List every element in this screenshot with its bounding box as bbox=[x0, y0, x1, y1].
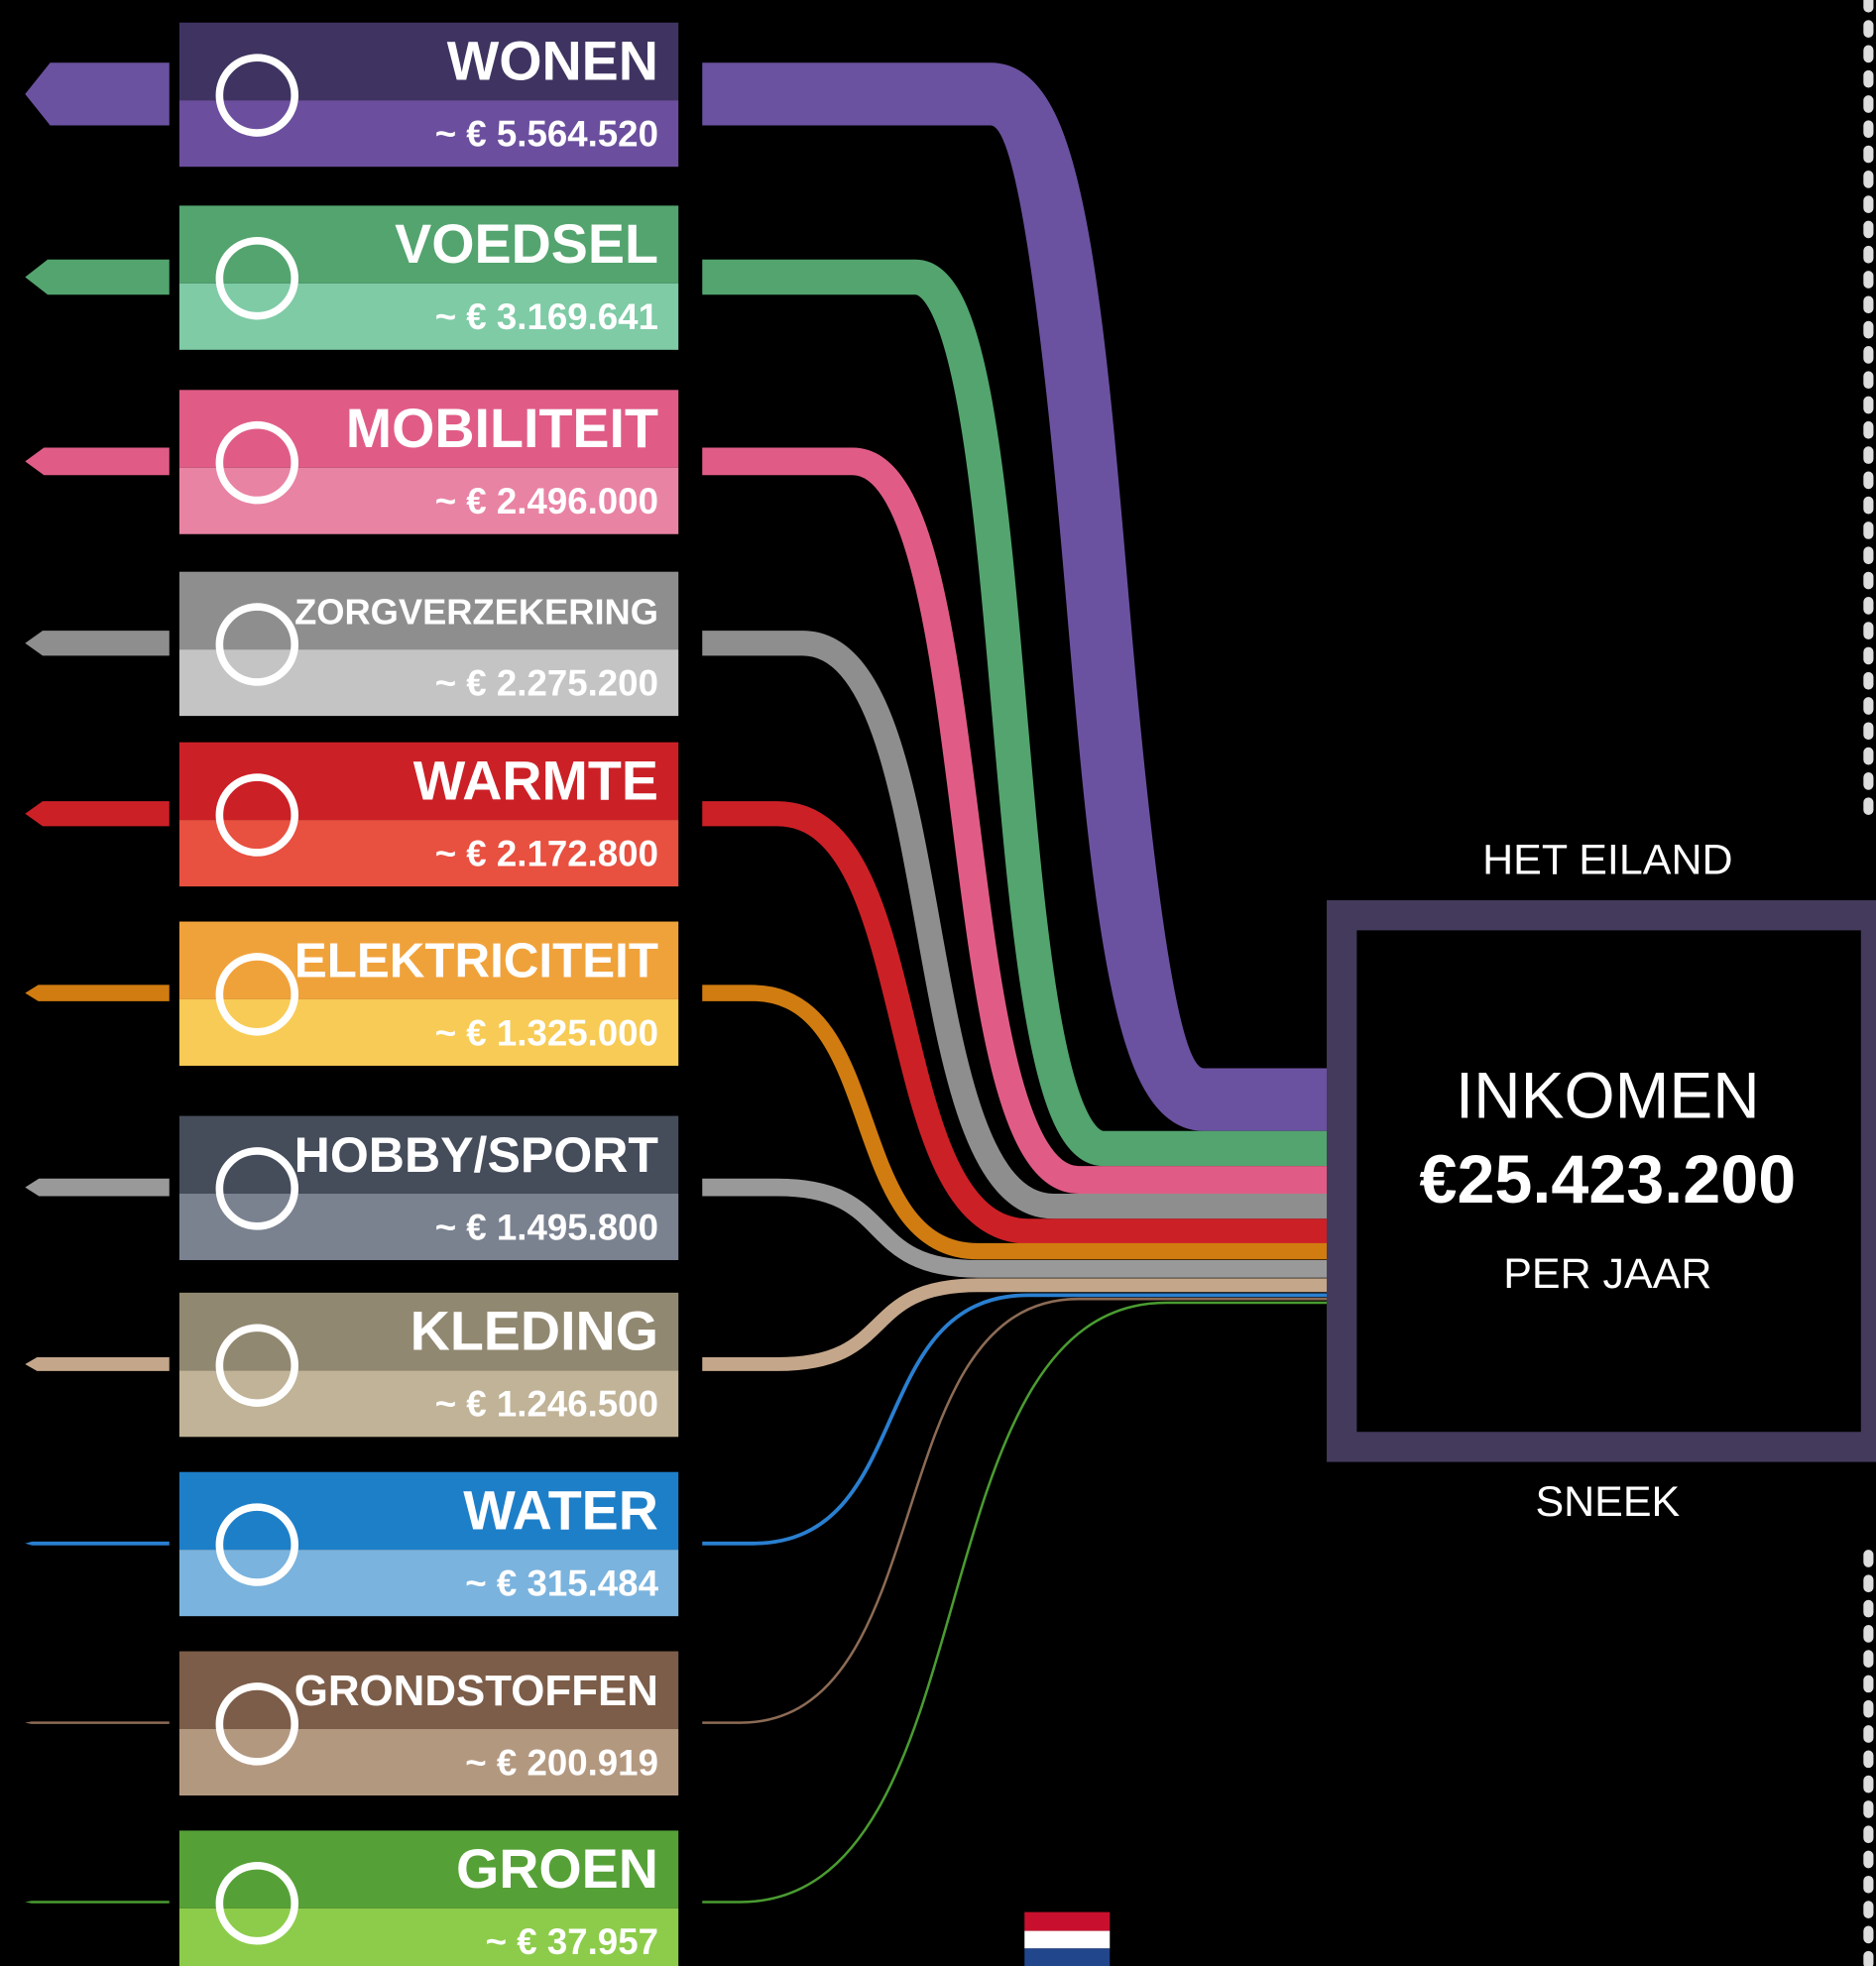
category-icon bbox=[215, 773, 299, 857]
category-amount: ~ € 5.564.520 bbox=[435, 114, 658, 155]
flows bbox=[702, 62, 1333, 1904]
flow bbox=[702, 1293, 1333, 1546]
outflow-arrow bbox=[25, 1357, 170, 1371]
category-label: WATER bbox=[463, 1479, 658, 1541]
flow bbox=[702, 1297, 1333, 1724]
flag bbox=[1024, 1911, 1111, 1966]
flow bbox=[702, 801, 1333, 1244]
flow bbox=[702, 1178, 1333, 1278]
category-icon bbox=[215, 953, 299, 1036]
category-icon bbox=[215, 603, 299, 686]
category-label: WARMTE bbox=[413, 750, 658, 811]
category-icon bbox=[215, 237, 299, 320]
category-label: GROEN bbox=[456, 1838, 658, 1900]
flow bbox=[702, 1301, 1333, 1904]
category-label: VOEDSEL bbox=[395, 213, 658, 275]
center-period: PER JAAR bbox=[1503, 1250, 1711, 1298]
category-label: ELEKTRICITEIT bbox=[294, 934, 658, 988]
category-amount: ~ € 3.169.641 bbox=[435, 296, 658, 337]
outflow-arrow bbox=[25, 631, 170, 656]
outflow-arrow bbox=[25, 1721, 170, 1724]
flow bbox=[702, 259, 1333, 1167]
flow bbox=[702, 631, 1333, 1219]
outflow-arrow bbox=[25, 1901, 170, 1904]
category-amount: ~ € 200.919 bbox=[465, 1742, 658, 1783]
outflow-arrow bbox=[25, 62, 170, 126]
flow bbox=[702, 62, 1333, 1131]
category-label: HOBBY/SPORT bbox=[294, 1127, 659, 1183]
outflow-arrow bbox=[25, 1541, 170, 1546]
outflow-arrow bbox=[25, 801, 170, 827]
flag-white bbox=[1024, 1930, 1111, 1949]
category-icon bbox=[215, 1147, 299, 1230]
category-label: KLEDING bbox=[410, 1301, 658, 1362]
category-amount: ~ € 2.496.000 bbox=[435, 481, 658, 521]
outflow-arrow bbox=[25, 1178, 170, 1197]
category-amount: ~ € 37.957 bbox=[486, 1921, 658, 1962]
center-title: INKOMEN bbox=[1456, 1059, 1760, 1132]
outflow-arrow bbox=[25, 984, 170, 1001]
category-amount: ~ € 315.484 bbox=[465, 1562, 658, 1603]
category-icon bbox=[215, 1862, 299, 1945]
flow bbox=[702, 447, 1333, 1194]
category-icon bbox=[215, 420, 299, 505]
category-icon bbox=[215, 1324, 299, 1407]
category-icon bbox=[215, 54, 299, 137]
outflow-arrow bbox=[25, 447, 170, 476]
category-amount: ~ € 1.325.000 bbox=[435, 1012, 658, 1053]
flow bbox=[702, 1278, 1333, 1371]
flow bbox=[702, 984, 1333, 1260]
category-amount: ~ € 2.275.200 bbox=[435, 662, 658, 703]
category-icon bbox=[215, 1682, 299, 1766]
center-bottom: SNEEK bbox=[1535, 1478, 1680, 1526]
category-amount: ~ € 2.172.800 bbox=[435, 833, 658, 873]
center-top: HET EILAND bbox=[1482, 836, 1732, 883]
category-label: MOBILITEIT bbox=[346, 398, 658, 459]
category-amount: ~ € 1.495.800 bbox=[435, 1207, 658, 1247]
category-label: WONEN bbox=[447, 30, 658, 91]
center-amount: €25.423.200 bbox=[1419, 1142, 1796, 1217]
categories: WONEN ~ € 5.564.520 VOEDSEL ~ € 3.169.641 MO… bbox=[25, 22, 679, 1966]
outflow-arrow bbox=[25, 259, 170, 295]
category-icon bbox=[215, 1503, 299, 1586]
category-label: GRONDSTOFFEN bbox=[294, 1667, 658, 1715]
category-amount: ~ € 1.246.500 bbox=[435, 1384, 658, 1425]
category-label: ZORGVERZEKERING bbox=[294, 591, 658, 632]
flag-red bbox=[1024, 1911, 1111, 1931]
flag-blue bbox=[1024, 1948, 1111, 1966]
